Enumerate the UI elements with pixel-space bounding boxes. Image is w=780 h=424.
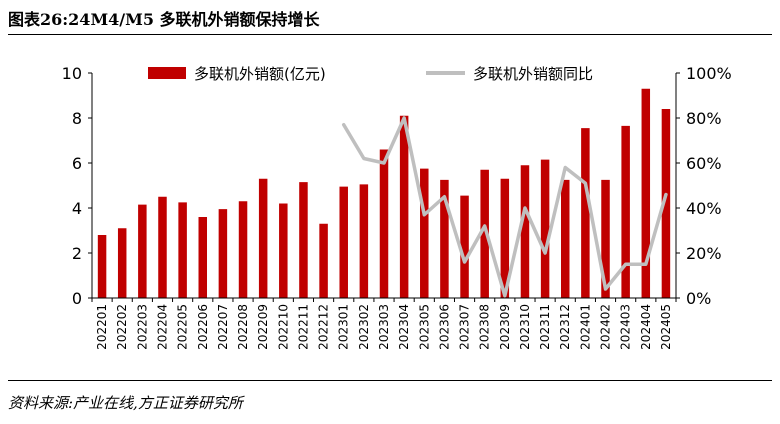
x-tick-label: 202304 — [397, 304, 411, 350]
x-tick-label: 202211 — [296, 304, 310, 350]
x-tick-label: 202401 — [578, 304, 592, 350]
bar-202212 — [319, 223, 328, 298]
title-rule — [8, 34, 772, 35]
bar-202401 — [581, 128, 590, 298]
bar-202205 — [178, 202, 187, 298]
bar-202405 — [661, 109, 671, 298]
x-tick-label: 202303 — [377, 304, 391, 350]
bar-202312 — [560, 179, 570, 298]
bar-202403 — [621, 125, 630, 298]
bar-202402 — [601, 179, 610, 298]
x-tick-label: 202205 — [176, 304, 190, 350]
y-right-tick-label: 80% — [686, 109, 722, 128]
x-tick-label: 202208 — [236, 304, 250, 350]
bar-202305 — [420, 168, 429, 298]
x-tick-label: 202207 — [216, 304, 230, 350]
x-tick-label: 202310 — [518, 304, 532, 350]
bar-202209 — [258, 178, 268, 298]
bar-202404 — [641, 88, 651, 298]
x-tick-label: 202206 — [196, 304, 210, 350]
bar-202310 — [520, 165, 530, 298]
x-tick-label: 202309 — [498, 304, 512, 350]
y-right-tick-label: 100% — [686, 64, 732, 83]
x-tick-label: 202203 — [135, 304, 149, 350]
y-right-tick-label: 40% — [686, 199, 722, 218]
x-tick-label: 202308 — [478, 304, 492, 350]
bar-202311 — [540, 159, 550, 298]
y-left-tick-label: 6 — [72, 154, 82, 173]
y-right-tick-label: 20% — [686, 244, 722, 263]
bar-202204 — [158, 196, 167, 298]
bar-202302 — [359, 184, 369, 298]
x-tick-label: 202405 — [659, 304, 673, 350]
bar-202307 — [460, 195, 469, 298]
bar-202211 — [299, 182, 308, 298]
y-left-tick-label: 0 — [72, 289, 82, 308]
x-tick-label: 202403 — [619, 304, 633, 350]
bar-202206 — [198, 217, 208, 298]
bar-202207 — [218, 209, 228, 298]
x-tick-label: 202404 — [639, 304, 653, 350]
legend-label-line: 多联机外销额同比 — [473, 65, 593, 83]
x-tick-label: 202204 — [155, 304, 169, 350]
bar-202210 — [279, 203, 288, 298]
bar-202208 — [238, 201, 248, 298]
x-tick-label: 202305 — [417, 304, 431, 350]
legend-label-bar: 多联机外销额(亿元) — [194, 65, 326, 83]
bar-202306 — [440, 179, 449, 298]
y-left-tick-label: 4 — [72, 199, 82, 218]
footer-rule — [8, 380, 772, 381]
x-tick-label: 202312 — [558, 304, 572, 350]
bar-202301 — [339, 186, 348, 298]
x-tick-label: 202306 — [437, 304, 451, 350]
bar-202201 — [97, 235, 107, 298]
legend-swatch-bar — [148, 67, 186, 79]
x-tick-label: 202307 — [458, 304, 472, 350]
bar-202203 — [138, 204, 147, 298]
x-tick-label: 202201 — [95, 304, 109, 350]
yoy-line — [341, 116, 668, 298]
x-tick-label: 202202 — [115, 304, 129, 350]
bar-202303 — [379, 149, 389, 298]
figure-title: 图表26:24M4/M5 多联机外销额保持增长 — [8, 10, 320, 29]
y-left-tick-label: 8 — [72, 109, 82, 128]
x-tick-label: 202209 — [256, 304, 270, 350]
y-left-tick-label: 2 — [72, 244, 82, 263]
bar-202202 — [117, 228, 127, 298]
x-tick-label: 202301 — [337, 304, 351, 350]
source-note: 资料来源:产业在线,方正证券研究所 — [8, 394, 243, 412]
bar-202308 — [480, 169, 489, 298]
y-right-tick-label: 60% — [686, 154, 722, 173]
x-tick-label: 202311 — [538, 304, 552, 350]
bar-202304 — [399, 115, 409, 298]
bar-202309 — [500, 178, 510, 298]
y-right-tick-label: 0% — [686, 289, 711, 308]
x-tick-label: 202210 — [276, 304, 290, 350]
x-tick-label: 202302 — [357, 304, 371, 350]
x-tick-label: 202402 — [599, 304, 613, 350]
y-left-tick-label: 10 — [62, 64, 82, 83]
x-tick-label: 202212 — [317, 304, 331, 350]
